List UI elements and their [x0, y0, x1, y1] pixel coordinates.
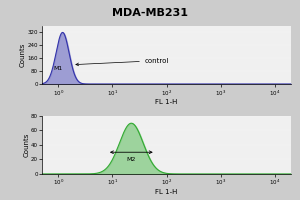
X-axis label: FL 1-H: FL 1-H	[155, 189, 178, 195]
Text: MDA-MB231: MDA-MB231	[112, 8, 188, 18]
Text: control: control	[76, 58, 169, 66]
Y-axis label: Counts: Counts	[20, 43, 26, 67]
Text: M1: M1	[54, 66, 63, 71]
X-axis label: FL 1-H: FL 1-H	[155, 99, 178, 105]
Y-axis label: Counts: Counts	[23, 133, 29, 157]
Text: M2: M2	[127, 157, 136, 162]
